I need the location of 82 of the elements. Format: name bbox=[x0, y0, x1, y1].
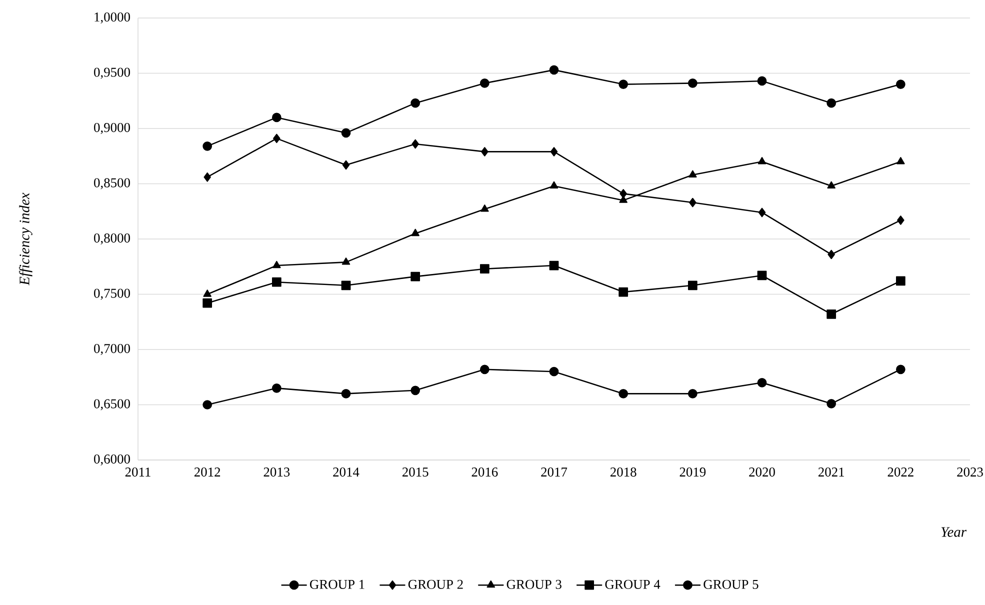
point bbox=[550, 147, 558, 156]
x-tick-label: 2017 bbox=[541, 467, 568, 477]
point bbox=[272, 383, 282, 393]
point bbox=[272, 277, 282, 287]
y-tick-label: 0,9500 bbox=[94, 68, 130, 79]
point bbox=[202, 298, 212, 308]
point bbox=[272, 112, 282, 122]
point bbox=[204, 172, 211, 182]
point bbox=[688, 170, 697, 178]
legend-label: GROUP 1 bbox=[310, 580, 364, 589]
x-tick-label: 2020 bbox=[749, 467, 775, 477]
point bbox=[202, 141, 212, 151]
legend-label: GROUP 4 bbox=[605, 580, 660, 589]
point bbox=[618, 389, 628, 398]
y-axis-title: Efficiency index bbox=[19, 192, 32, 286]
point bbox=[688, 280, 698, 290]
y-tick-label: 0,7000 bbox=[94, 344, 130, 355]
y-tick-label: 0,9000 bbox=[94, 122, 130, 134]
x-tick-label: 2022 bbox=[888, 467, 914, 477]
point bbox=[342, 258, 350, 265]
point bbox=[758, 156, 766, 164]
point bbox=[549, 260, 559, 270]
point bbox=[412, 139, 419, 149]
point bbox=[827, 181, 836, 189]
point bbox=[202, 400, 212, 410]
point bbox=[897, 216, 904, 225]
point bbox=[410, 386, 420, 396]
x-tick-label: 2012 bbox=[194, 467, 220, 477]
point bbox=[342, 160, 350, 170]
x-axis-title: Year bbox=[941, 527, 967, 537]
point bbox=[272, 260, 281, 268]
legend-label: GROUP 3 bbox=[506, 580, 562, 589]
point bbox=[618, 287, 628, 297]
y-tick-label: 0,6000 bbox=[94, 454, 130, 466]
point bbox=[480, 364, 490, 374]
point bbox=[411, 228, 420, 236]
point bbox=[341, 128, 351, 138]
x-tick-label: 2019 bbox=[680, 467, 706, 477]
point bbox=[757, 76, 767, 86]
point bbox=[896, 80, 906, 89]
point bbox=[826, 309, 836, 319]
x-tick-label: 2015 bbox=[402, 467, 428, 477]
point bbox=[826, 98, 836, 108]
point bbox=[618, 80, 628, 89]
point bbox=[549, 65, 559, 75]
point bbox=[896, 156, 905, 164]
point bbox=[688, 78, 698, 88]
point bbox=[550, 181, 558, 189]
point bbox=[480, 78, 490, 88]
point bbox=[480, 264, 490, 274]
point bbox=[828, 250, 835, 260]
x-tick-label: 2014 bbox=[333, 467, 360, 477]
point bbox=[549, 366, 559, 376]
legend-label: GROUP 2 bbox=[408, 580, 463, 589]
x-tick-label: 2011 bbox=[125, 467, 150, 477]
point bbox=[896, 364, 906, 374]
point bbox=[826, 398, 836, 408]
y-tick-label: 0,7500 bbox=[94, 288, 130, 300]
x-tick-label: 2023 bbox=[957, 467, 983, 477]
y-tick-label: 0,8500 bbox=[94, 178, 130, 190]
point bbox=[757, 270, 767, 280]
x-tick-label: 2016 bbox=[472, 467, 498, 477]
point bbox=[203, 290, 212, 297]
point bbox=[480, 204, 489, 212]
y-tick-label: 1,0000 bbox=[94, 12, 130, 24]
y-tick-label: 0,6500 bbox=[94, 399, 130, 410]
point bbox=[341, 389, 351, 398]
y-tick-label: 0,8000 bbox=[94, 233, 130, 244]
point bbox=[689, 198, 696, 208]
point bbox=[481, 147, 488, 156]
point bbox=[410, 98, 420, 108]
point bbox=[757, 378, 767, 388]
x-tick-label: 2013 bbox=[264, 467, 290, 477]
point bbox=[273, 134, 280, 144]
x-tick-label: 2021 bbox=[818, 467, 844, 477]
x-tick-label: 2018 bbox=[610, 467, 636, 477]
point bbox=[688, 389, 698, 398]
point bbox=[758, 208, 766, 218]
point bbox=[341, 280, 351, 290]
legend-label: GROUP 5 bbox=[704, 580, 758, 589]
point bbox=[410, 272, 420, 282]
point bbox=[896, 276, 906, 286]
